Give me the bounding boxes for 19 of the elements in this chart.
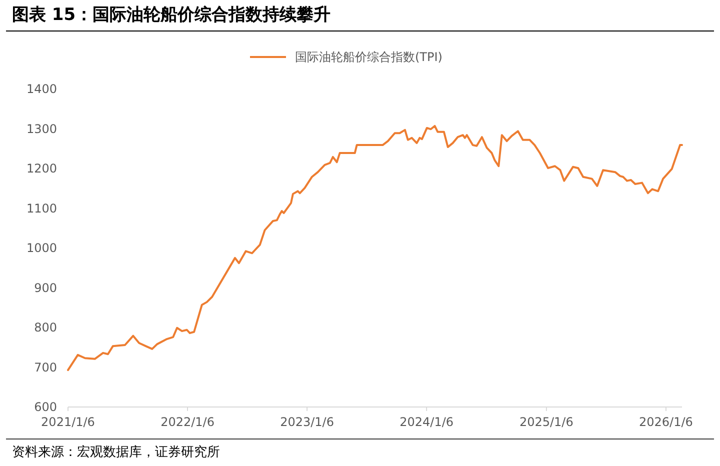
y-tick-label: 1000 <box>26 241 57 255</box>
y-tick-label: 1100 <box>26 201 57 216</box>
x-tick-label: 2025/1/6 <box>519 415 574 429</box>
y-tick-label: 1200 <box>26 162 57 176</box>
line-series <box>67 124 683 372</box>
x-tick-label: 2023/1/6 <box>280 415 334 429</box>
chart-title: 图表 15：国际油轮船价综合指数持续攀升 <box>12 5 331 25</box>
x-tick-label: 2022/1/6 <box>160 415 214 429</box>
y-tick-label: 900 <box>34 280 57 295</box>
legend-label: 国际油轮船价综合指数(TPI) <box>295 50 442 64</box>
y-tick-label: 700 <box>34 360 57 374</box>
y-tick-label: 1300 <box>26 122 57 136</box>
x-tick-label: 2024/1/6 <box>400 415 454 429</box>
y-tick-label: 800 <box>34 320 57 334</box>
text: 资料来源：宏观数据库，证券研究所 <box>12 444 220 460</box>
y-tick-label: 1400 <box>26 82 57 96</box>
x-tick-label: 2026/1/6 <box>639 415 693 429</box>
y-tick-label: 600 <box>34 400 57 414</box>
x-tick-label: 2021/1/6 <box>41 415 95 429</box>
